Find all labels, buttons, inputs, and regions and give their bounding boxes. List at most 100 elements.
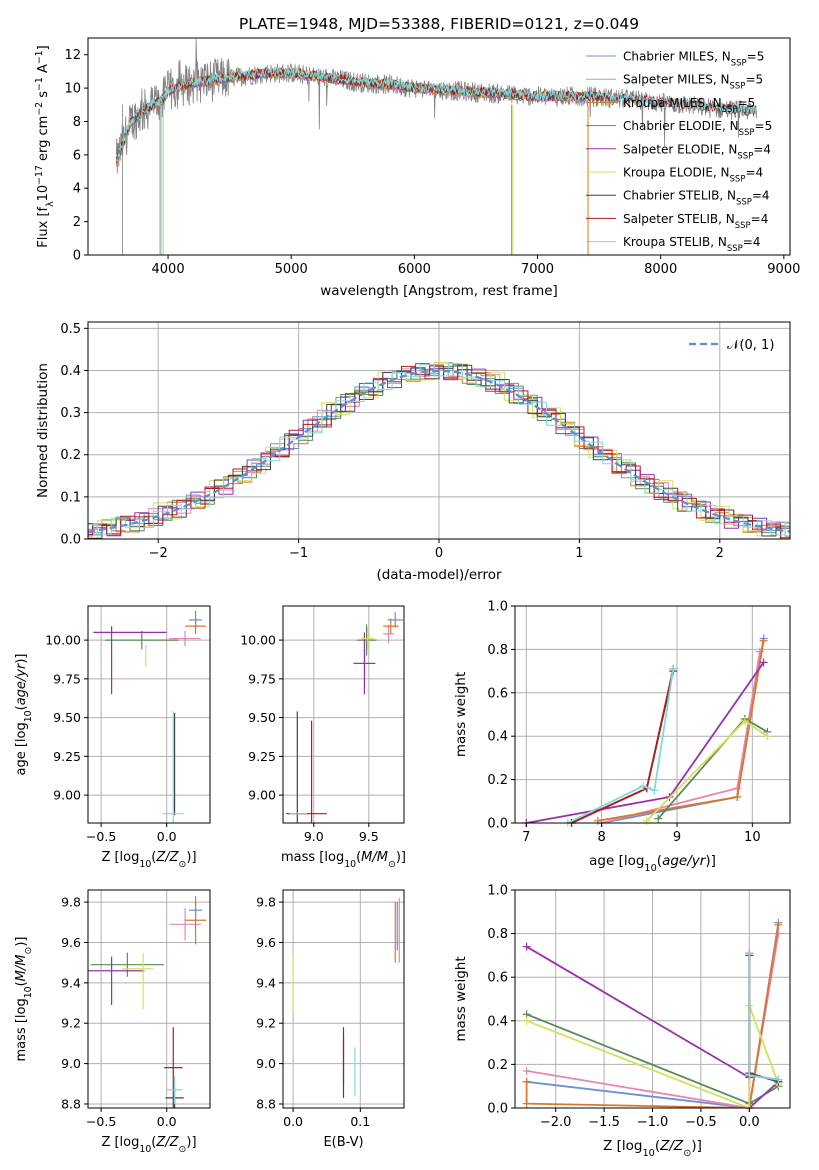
x-tick-label: 9	[673, 830, 681, 845]
y-tick-label: 2	[73, 215, 81, 230]
y-tick-label: 12	[64, 48, 81, 63]
histogram-KS	[88, 363, 790, 536]
legend-label-CM: Chabrier MILES, NSSP=5	[623, 50, 764, 69]
legend-label-KE: Kroupa ELODIE, NSSP=4	[623, 166, 763, 185]
y-axis-label: Flux [fλ10−17 erg cm−2 s−1 A−1]	[34, 45, 56, 247]
y-tick-label: 9.75	[248, 671, 276, 686]
legend-label-CS: Chabrier STELIB, NSSP=4	[623, 189, 770, 208]
x-tick-label: −1	[289, 546, 308, 561]
mass-vs-extinction-panel: 0.0 0.1 8.8 9.0 9.2 9.4 9.6 9.8 E(B-V)	[256, 889, 405, 1150]
axes-frame	[282, 889, 405, 1109]
x-tick-label: −0.5	[86, 829, 116, 844]
x-tick-label: −2.0	[540, 1115, 572, 1130]
x-tick-label: 0.1	[350, 1114, 370, 1129]
y-tick-label: 9.00	[53, 788, 81, 803]
x-axis-label: age [log10(age/yr)]	[589, 853, 716, 874]
model-spectrum-KS	[116, 66, 757, 162]
y-tick-label: 0.0	[60, 533, 81, 548]
observed-spectrum	[115, 38, 758, 174]
x-tick-label: −1.0	[637, 1115, 669, 1130]
legend-label-KS: Kroupa STELIB, NSSP=4	[623, 235, 761, 254]
x-axis-label: (data-model)/error	[376, 567, 502, 583]
y-tick-label: 0	[73, 249, 81, 264]
x-axis-label: E(B-V)	[323, 1135, 363, 1150]
y-tick-label: 0.8	[487, 927, 508, 942]
y-tick-label: 8.8	[61, 1096, 81, 1111]
x-tick-label: 0.0	[739, 1115, 760, 1130]
mass-weight-vs-metallicity-panel: −2.0 −1.5 −1.0 −0.5 0.0 0.0 0.2 0.4 0.6 0.8 1.0 Z […	[453, 884, 791, 1159]
x-axis-label: Z [log10(Z/Z⊙)]	[101, 1135, 196, 1155]
x-tick-label: 0	[435, 546, 443, 561]
y-tick-label: 0.3	[60, 406, 81, 421]
y-axis-label: age [log10(age/yr)]	[14, 653, 34, 775]
y-tick-label: 9.00	[248, 788, 276, 803]
y-tick-label: 9.2	[61, 1016, 81, 1031]
y-tick-label: 9.75	[53, 671, 81, 686]
y-tick-label: 10.00	[45, 633, 81, 648]
histogram-CS	[88, 365, 790, 539]
x-axis-label: wavelength [Angstrom, rest frame]	[320, 283, 558, 299]
legend-label-KM: Kroupa MILES, NSSP=5	[623, 96, 755, 115]
y-axis-label: Normed distribution	[35, 363, 51, 498]
y-tick-label: 0.5	[60, 322, 81, 337]
y-tick-label: 0.2	[60, 448, 81, 463]
series-line-SM	[526, 933, 780, 1108]
y-tick-label: 0.4	[60, 364, 81, 379]
spectrum-panel: 4000 5000 6000 7000 8000 9000 0 2 4 6 8 10 12 wavelen…	[34, 37, 800, 299]
y-tick-label: 10	[64, 82, 81, 97]
x-tick-label: 9.5	[359, 829, 379, 844]
y-axis-label: mass weight	[453, 956, 469, 1041]
x-tick-label: −1.5	[588, 1115, 620, 1130]
y-tick-label: 0.4	[487, 1014, 508, 1029]
y-tick-label: 9.50	[248, 710, 276, 725]
y-tick-label: 0.6	[487, 686, 508, 701]
y-tick-label: 10.00	[240, 633, 276, 648]
x-tick-label: −2	[149, 546, 168, 561]
x-tick-label: 1	[575, 546, 583, 561]
legend-label-normal: 𝒩(0, 1)	[727, 338, 774, 353]
y-tick-label: 9.4	[61, 975, 81, 990]
y-tick-label: 9.6	[61, 935, 81, 950]
x-tick-label: 10	[744, 830, 761, 845]
y-tick-label: 0.0	[487, 1102, 508, 1117]
y-tick-label: 9.4	[256, 975, 276, 990]
x-tick-label: 9.0	[304, 829, 324, 844]
x-tick-label: −0.5	[86, 1114, 116, 1129]
y-tick-label: 9.0	[61, 1056, 81, 1071]
x-tick-label: 4000	[152, 262, 185, 277]
axes-frame	[514, 605, 791, 824]
x-tick-label: 2	[716, 546, 724, 561]
y-tick-label: 0.4	[487, 730, 508, 745]
axes-frame	[87, 37, 791, 256]
y-tick-label: 0.2	[487, 773, 508, 788]
y-tick-label: 1.0	[487, 600, 508, 615]
y-tick-label: 9.2	[256, 1016, 276, 1031]
mass-vs-metallicity-panel: −0.5 0.0 8.8 9.0 9.2 9.4 9.6 9.8 Z [log10(Z/Z⊙)]…	[14, 889, 211, 1155]
legend-label-SE: Salpeter ELODIE, NSSP=4	[623, 142, 771, 161]
x-tick-label: 0.0	[157, 1114, 177, 1129]
y-tick-label: 9.6	[256, 935, 276, 950]
y-tick-label: 8.8	[256, 1096, 276, 1111]
model-spectrum-SS	[115, 67, 757, 164]
x-tick-label: −0.5	[685, 1115, 717, 1130]
mass-weight-vs-age-panel: 7 8 9 10 0.0 0.2 0.4 0.6 0.8 1.0 age [log10(age/yr…	[453, 600, 791, 874]
x-axis-label: Z [log10(Z/Z⊙)]	[603, 1138, 702, 1159]
y-tick-label: 9.50	[53, 710, 81, 725]
x-tick-label: 8000	[644, 262, 677, 277]
y-tick-label: 9.8	[61, 895, 81, 910]
y-tick-label: 4	[73, 182, 81, 197]
y-tick-label: 0.2	[487, 1058, 508, 1073]
histogram-SS	[88, 364, 790, 539]
age-vs-mass-panel: 9.0 9.5 9.00 9.25 9.50 9.75 10.00 mass [log10(M…	[240, 605, 406, 870]
legend-label-SS: Salpeter STELIB, NSSP=4	[623, 212, 768, 231]
x-axis-label: Z [log10(Z/Z⊙)]	[101, 850, 196, 870]
x-tick-label: 0.0	[157, 829, 177, 844]
y-tick-label: 0.0	[487, 817, 508, 832]
y-tick-label: 0.8	[487, 643, 508, 658]
x-tick-label: 8	[598, 830, 606, 845]
y-tick-label: 0.6	[487, 971, 508, 986]
axes-frame	[87, 889, 211, 1109]
axes-frame	[87, 605, 211, 824]
y-tick-label: 6	[73, 148, 81, 163]
x-tick-label: 7000	[521, 262, 554, 277]
